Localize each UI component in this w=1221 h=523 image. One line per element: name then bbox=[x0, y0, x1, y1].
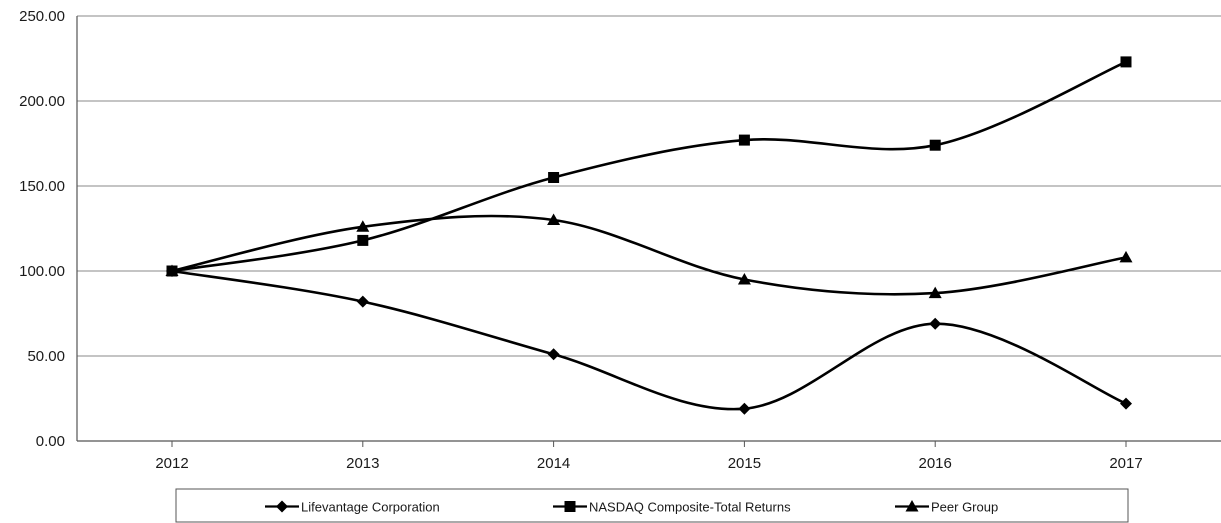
data-point-diamond bbox=[929, 317, 942, 330]
series-lines bbox=[171, 60, 1127, 411]
y-tick-label: 0.00 bbox=[36, 433, 65, 450]
series-line-square bbox=[171, 60, 1127, 273]
x-tick-label: 2015 bbox=[728, 455, 761, 472]
axes: 0.00 50.00 100.00 150.00 200.00 250.00 2012 201… bbox=[19, 8, 1221, 472]
x-tick-label: 2017 bbox=[1109, 455, 1142, 472]
x-tick-label: 2014 bbox=[537, 455, 570, 472]
legend-marker-triangle bbox=[905, 500, 919, 512]
data-point-diamond bbox=[738, 402, 751, 415]
series-line-triangle bbox=[171, 214, 1127, 296]
x-tick-label: 2013 bbox=[346, 455, 379, 472]
gridlines bbox=[77, 15, 1221, 357]
y-tick-label: 150.00 bbox=[19, 178, 65, 195]
y-tick-label: 100.00 bbox=[19, 263, 65, 280]
data-point-triangle bbox=[928, 286, 942, 299]
data-point-square bbox=[357, 234, 369, 246]
legend-label: NASDAQ Composite-Total Returns bbox=[589, 500, 791, 515]
data-point-diamond bbox=[547, 348, 560, 361]
data-point-triangle bbox=[737, 273, 751, 285]
data-point-triangle bbox=[165, 264, 179, 276]
data-point-triangle bbox=[356, 220, 370, 232]
legend-box bbox=[175, 488, 1129, 523]
data-point-diamond bbox=[356, 295, 369, 308]
data-point-square bbox=[738, 134, 750, 146]
data-point-square bbox=[548, 172, 560, 183]
series-line-diamond bbox=[171, 269, 1127, 411]
legend-marker-square bbox=[564, 501, 576, 512]
legend-marker-diamond bbox=[276, 500, 288, 513]
legend: Lifevantage Corporation NASDAQ Composite-… bbox=[175, 488, 1129, 523]
data-point-triangle bbox=[1119, 250, 1133, 263]
data-point-diamond bbox=[1120, 397, 1132, 410]
x-tick-label: 2012 bbox=[155, 455, 188, 472]
series-markers bbox=[165, 56, 1133, 415]
legend-label: Lifevantage Corporation bbox=[301, 500, 440, 515]
data-point-square bbox=[929, 139, 941, 151]
data-point-triangle bbox=[547, 213, 561, 225]
y-tick-label: 200.00 bbox=[19, 93, 65, 110]
y-tick-label: 250.00 bbox=[19, 8, 65, 25]
y-tick-label: 50.00 bbox=[27, 348, 65, 365]
data-point-square bbox=[1120, 56, 1132, 68]
x-tick-label: 2016 bbox=[919, 455, 952, 472]
legend-label: Peer Group bbox=[931, 500, 998, 515]
